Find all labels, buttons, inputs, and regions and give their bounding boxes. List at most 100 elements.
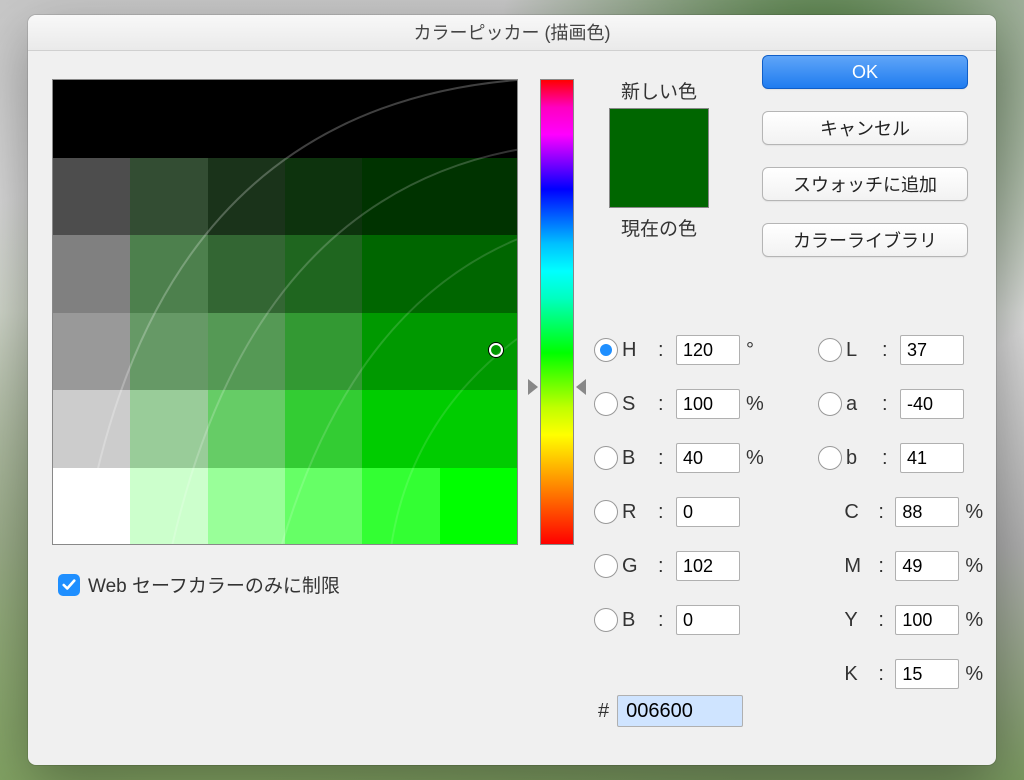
input-g[interactable] — [676, 551, 740, 581]
color-libraries-button[interactable]: カラーライブラリ — [762, 223, 968, 257]
color-field-row — [53, 390, 517, 468]
input-y[interactable] — [895, 605, 959, 635]
color-field-row — [53, 235, 517, 313]
color-field-cell — [53, 80, 130, 158]
unit-s: % — [740, 393, 770, 416]
color-field-cell — [130, 468, 207, 545]
cancel-button[interactable]: キャンセル — [762, 111, 968, 145]
color-field-cell — [285, 468, 362, 545]
color-field-cell — [53, 313, 130, 391]
radio-bc[interactable] — [594, 608, 618, 632]
hue-marker-right-icon — [576, 379, 586, 395]
websafe-label: Web セーフカラーのみに制限 — [88, 571, 340, 598]
label-bv: B — [622, 447, 658, 470]
color-field-cell — [53, 390, 130, 468]
new-color-label: 新しい色 — [594, 77, 724, 104]
unit-h: ° — [740, 339, 770, 362]
new-color-swatch — [609, 108, 709, 208]
color-field-cell — [285, 313, 362, 391]
input-lb[interactable] — [900, 443, 964, 473]
input-bc[interactable] — [676, 605, 740, 635]
dialog-title: カラーピッカー (描画色) — [28, 15, 996, 51]
color-field-cell — [285, 235, 362, 313]
radio-lb[interactable] — [818, 446, 842, 470]
color-field-cell — [53, 468, 130, 545]
color-field-cell — [208, 158, 285, 236]
color-field-cell — [440, 313, 517, 391]
color-field-cell — [362, 158, 439, 236]
label-l: L — [846, 339, 882, 362]
color-field[interactable] — [52, 79, 518, 545]
unit-m: % — [959, 555, 988, 578]
radio-l[interactable] — [818, 338, 842, 362]
input-c[interactable] — [895, 497, 959, 527]
color-field-cell — [208, 80, 285, 158]
radio-a[interactable] — [818, 392, 842, 416]
color-field-cell — [130, 158, 207, 236]
input-r[interactable] — [676, 497, 740, 527]
current-color-label: 現在の色 — [594, 214, 724, 241]
color-field-cell — [208, 235, 285, 313]
color-field-row — [53, 313, 517, 391]
color-field-cell — [130, 313, 207, 391]
input-s[interactable] — [676, 389, 740, 419]
websafe-checkbox[interactable] — [58, 574, 80, 596]
color-field-cell — [440, 235, 517, 313]
color-field-cell — [362, 390, 439, 468]
input-k[interactable] — [895, 659, 959, 689]
label-y: Y — [844, 609, 878, 632]
color-field-cell — [130, 235, 207, 313]
hue-marker-left-icon — [528, 379, 538, 395]
color-field-cell — [362, 80, 439, 158]
color-field-cell — [208, 313, 285, 391]
checkmark-icon — [62, 578, 76, 592]
label-h: H — [622, 339, 658, 362]
input-hex[interactable] — [617, 695, 743, 727]
label-bc: B — [622, 609, 658, 632]
label-g: G — [622, 555, 658, 578]
input-a[interactable] — [900, 389, 964, 419]
color-field-cell — [53, 158, 130, 236]
color-field-cell — [285, 390, 362, 468]
color-field-cell — [362, 235, 439, 313]
radio-h[interactable] — [594, 338, 618, 362]
ok-button[interactable]: OK — [762, 55, 968, 89]
radio-s[interactable] — [594, 392, 618, 416]
label-s: S — [622, 393, 658, 416]
color-field-cell — [362, 468, 439, 545]
color-field-cell — [130, 390, 207, 468]
color-field-cell — [440, 158, 517, 236]
color-field-row — [53, 80, 517, 158]
color-field-cell — [440, 80, 517, 158]
label-a: a — [846, 393, 882, 416]
color-field-cell — [130, 80, 207, 158]
label-k: K — [844, 663, 878, 686]
input-bv[interactable] — [676, 443, 740, 473]
input-m[interactable] — [895, 551, 959, 581]
color-field-cursor[interactable] — [489, 343, 503, 357]
color-field-row — [53, 468, 517, 545]
hue-slider[interactable] — [540, 79, 574, 545]
unit-bv: % — [740, 447, 770, 470]
unit-c: % — [959, 501, 988, 524]
color-field-cell — [208, 390, 285, 468]
color-field-cell — [285, 80, 362, 158]
radio-g[interactable] — [594, 554, 618, 578]
radio-b[interactable] — [594, 446, 618, 470]
radio-r[interactable] — [594, 500, 618, 524]
color-picker-dialog: カラーピッカー (描画色) OK キャンセル スウォッチに追加 カラーライブラリ… — [28, 15, 996, 765]
color-field-cell — [53, 235, 130, 313]
label-c: C — [844, 501, 878, 524]
label-m: M — [844, 555, 878, 578]
label-lb: b — [846, 447, 882, 470]
hex-prefix: # — [598, 700, 609, 723]
unit-y: % — [959, 609, 988, 632]
input-h[interactable] — [676, 335, 740, 365]
add-to-swatches-button[interactable]: スウォッチに追加 — [762, 167, 968, 201]
input-l[interactable] — [900, 335, 964, 365]
unit-k: % — [959, 663, 988, 686]
color-field-row — [53, 158, 517, 236]
label-r: R — [622, 501, 658, 524]
color-field-cell — [362, 313, 439, 391]
color-field-cell — [208, 468, 285, 545]
